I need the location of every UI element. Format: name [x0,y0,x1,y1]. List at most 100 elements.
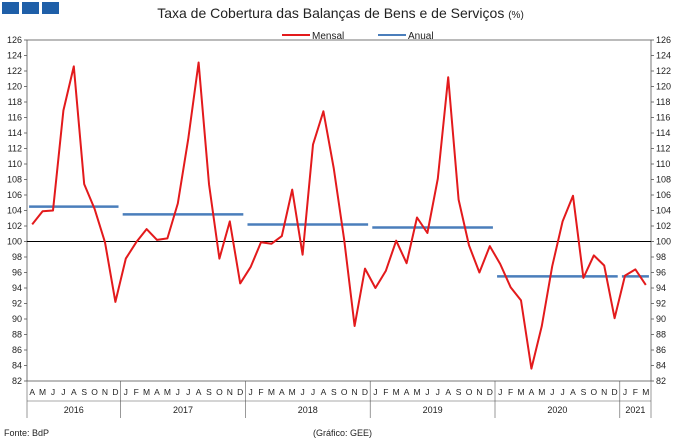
y-tick-label-left: 86 [12,345,22,355]
y-tick-label-left: 102 [7,221,22,231]
y-tick-label-right: 122 [656,66,671,76]
x-year-label: 2019 [423,405,443,415]
chart-title-unit: (%) [508,10,524,21]
x-month-label: N [476,387,482,397]
y-tick-label-left: 124 [7,51,22,61]
x-month-label: N [601,387,607,397]
x-month-label: M [517,387,524,397]
x-year-label: 2020 [547,405,567,415]
y-tick-label-right: 88 [656,330,666,340]
y-tick-label-right: 118 [656,97,670,107]
y-tick-label-right: 116 [656,113,670,123]
x-month-label: M [39,387,46,397]
y-tick-label-right: 96 [656,268,666,278]
x-month-label: M [413,387,420,397]
y-tick-label-right: 98 [656,252,666,262]
x-month-label: N [102,387,108,397]
x-month-label: N [352,387,358,397]
logo-block [42,2,59,14]
x-month-label: J [248,387,252,397]
x-month-label: A [71,387,77,397]
x-month-label: M [164,387,171,397]
source-note: Fonte: BdP [4,428,50,438]
y-tick-label-left: 108 [7,175,22,185]
x-month-label: A [29,387,35,397]
y-tick-label-left: 96 [12,268,22,278]
legend-label-anual: Anual [408,31,434,42]
y-tick-label-left: 112 [8,144,22,154]
y-tick-label-left: 98 [12,252,22,262]
x-month-label: J [51,387,55,397]
logo-block [2,2,19,14]
x-month-label: O [216,387,223,397]
x-month-label: M [393,387,400,397]
y-tick-label-left: 88 [12,330,22,340]
mensal-series-line [31,61,647,370]
x-month-label: A [445,387,451,397]
y-tick-label-right: 94 [656,283,666,293]
x-month-label: J [186,387,190,397]
x-month-label: O [466,387,473,397]
x-month-label: D [612,387,618,397]
y-tick-label-left: 116 [8,113,22,123]
legend-label-mensal: Mensal [312,31,344,42]
x-month-label: A [279,387,285,397]
y-tick-label-left: 84 [12,361,22,371]
chart-title-text: Taxa de Cobertura das Balanças de Bens e… [157,5,505,21]
credit-note: (Gráfico: GEE) [313,428,373,438]
x-month-label: J [300,387,304,397]
x-month-label: A [529,387,535,397]
logo-block [22,2,39,14]
x-month-label: D [487,387,493,397]
x-month-label: A [196,387,202,397]
y-tick-label-left: 94 [12,283,22,293]
y-tick-label-left: 106 [7,190,22,200]
x-month-label: S [81,387,87,397]
x-month-label: M [268,387,275,397]
x-month-label: O [590,387,597,397]
x-month-label: F [383,387,388,397]
x-month-label: F [508,387,513,397]
x-month-label: D [237,387,243,397]
y-tick-label-left: 100 [7,237,22,247]
x-month-label: A [570,387,576,397]
x-year-label: 2021 [625,405,645,415]
x-month-label: A [404,387,410,397]
x-month-label: A [321,387,327,397]
x-month-label: O [341,387,348,397]
x-month-label: N [227,387,233,397]
y-tick-label-right: 108 [656,175,671,185]
x-month-label: M [538,387,545,397]
logo [2,2,59,14]
y-tick-label-left: 120 [7,82,22,92]
x-month-label: J [311,387,315,397]
y-tick-label-right: 114 [656,128,670,138]
x-month-label: D [362,387,368,397]
x-month-label: D [112,387,118,397]
y-tick-label-right: 124 [656,51,671,61]
x-month-label: J [176,387,180,397]
x-month-label: J [373,387,377,397]
y-tick-label-right: 110 [656,159,670,169]
y-tick-label-right: 82 [656,376,666,386]
x-month-label: M [143,387,150,397]
y-tick-label-right: 84 [656,361,666,371]
x-month-label: S [456,387,462,397]
y-tick-label-left: 90 [12,314,22,324]
x-month-label: J [550,387,554,397]
x-month-label: S [581,387,587,397]
x-month-label: J [425,387,429,397]
x-month-label: M [642,387,649,397]
x-year-label: 2018 [298,405,318,415]
x-month-label: S [331,387,337,397]
y-tick-label-right: 120 [656,82,671,92]
x-month-label: J [560,387,564,397]
y-tick-label-right: 90 [656,314,666,324]
y-tick-label-right: 106 [656,190,671,200]
y-tick-label-right: 86 [656,345,666,355]
y-tick-label-right: 112 [656,144,670,154]
x-month-label: F [633,387,638,397]
x-month-label: F [134,387,139,397]
y-tick-label-left: 122 [7,66,22,76]
y-tick-label-left: 82 [12,376,22,386]
